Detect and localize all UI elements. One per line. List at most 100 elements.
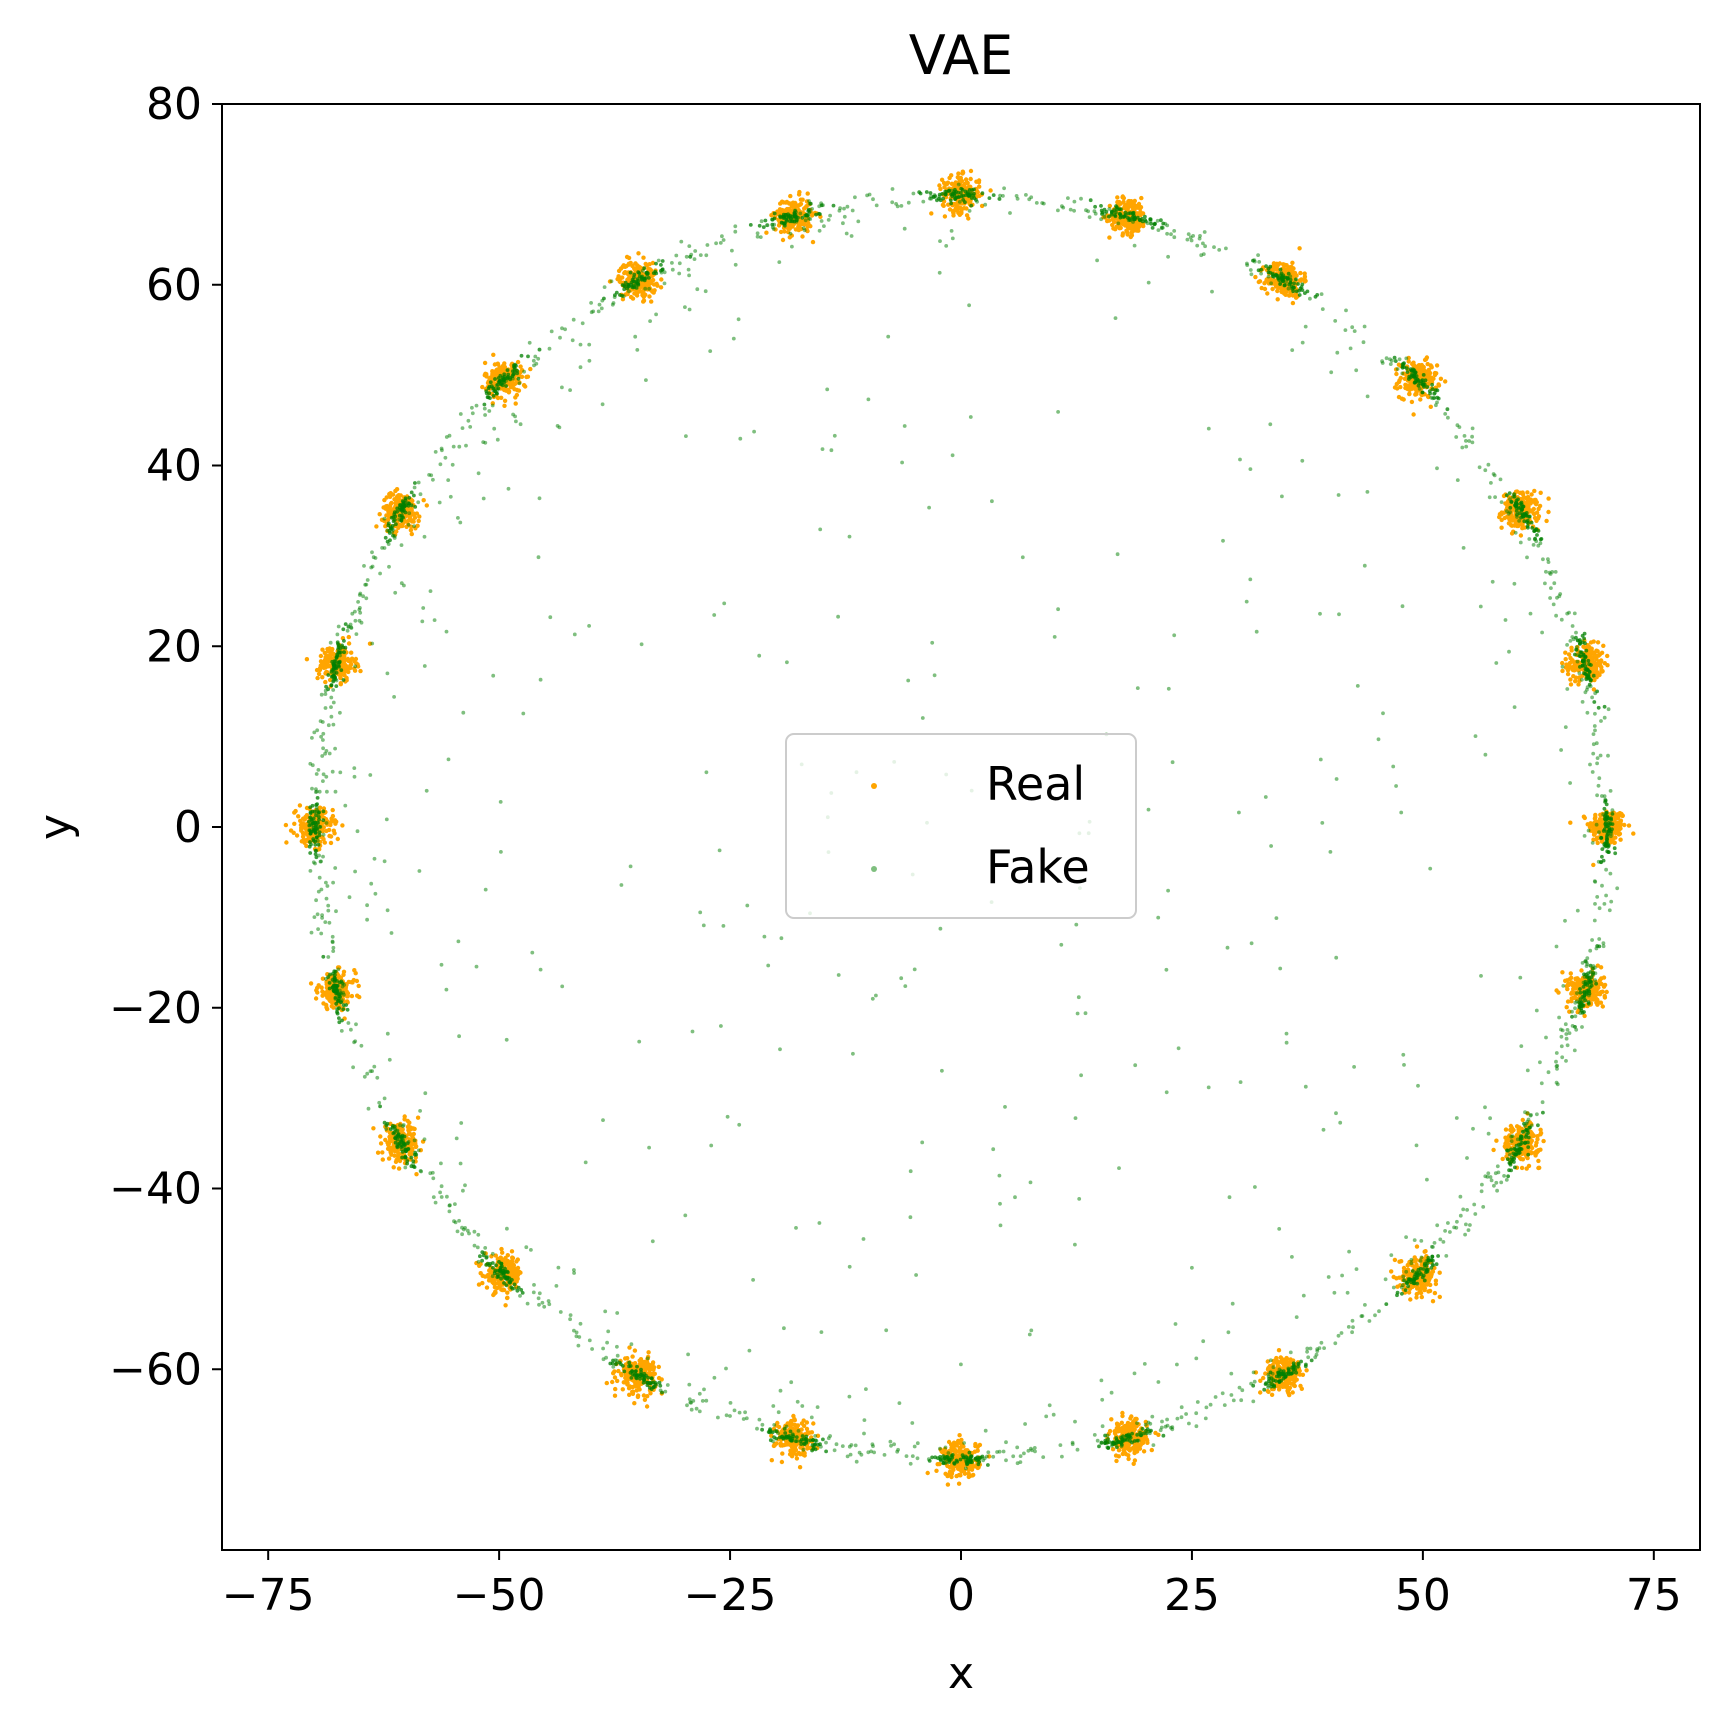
fake-point (1573, 652, 1577, 657)
real-point (641, 298, 647, 303)
real-point (405, 1118, 410, 1124)
real-point (389, 500, 394, 506)
real-point (330, 813, 336, 819)
real-point (314, 667, 320, 673)
real-point (1112, 1431, 1118, 1436)
fake-point (1525, 524, 1530, 528)
real-point (633, 261, 638, 266)
fake-point (1582, 636, 1586, 641)
real-point (656, 1364, 661, 1370)
real-point (1299, 277, 1304, 282)
fake-point (1580, 663, 1585, 668)
real-point (323, 679, 328, 685)
real-point (644, 281, 649, 286)
real-point (647, 262, 652, 267)
real-point (636, 265, 641, 270)
real-point (1401, 397, 1406, 402)
real-point (1507, 517, 1512, 522)
real-point (617, 279, 622, 284)
real-point (1127, 1448, 1133, 1453)
real-point (956, 1481, 962, 1486)
real-point (651, 290, 656, 295)
real-point (1569, 648, 1574, 653)
real-point (1422, 1287, 1427, 1293)
real-point (1421, 364, 1426, 370)
real-point (1122, 1450, 1127, 1455)
real-point (1600, 1004, 1606, 1009)
real-point (784, 1442, 789, 1447)
real-point (1573, 679, 1578, 684)
real-point (1502, 515, 1508, 521)
fake-point (1529, 520, 1534, 525)
fake-point (1609, 817, 1613, 822)
real-point (1509, 513, 1514, 518)
real-point (963, 177, 969, 182)
real-point (385, 1146, 391, 1152)
real-point (1120, 231, 1126, 236)
real-point (298, 818, 303, 823)
real-point (1568, 820, 1573, 825)
real-point (1536, 1158, 1541, 1164)
fake-point (1527, 514, 1532, 519)
real-point (374, 524, 379, 529)
real-point (1426, 1289, 1431, 1294)
real-point (495, 395, 501, 401)
real-point (320, 675, 325, 680)
real-point (380, 1157, 385, 1162)
real-point (946, 1439, 952, 1445)
real-point (408, 528, 414, 533)
real-point (358, 668, 363, 674)
real-point (1564, 1005, 1569, 1010)
real-point (659, 277, 664, 282)
real-point (1600, 989, 1605, 994)
fake-point (1605, 830, 1609, 834)
real-point (297, 803, 303, 808)
real-point (616, 1368, 621, 1374)
real-point (620, 1387, 625, 1392)
real-point (618, 266, 624, 271)
fake-point (1605, 837, 1609, 842)
real-point (1109, 1417, 1114, 1422)
real-point (1601, 975, 1607, 980)
real-point (1533, 1153, 1538, 1158)
real-point (1565, 999, 1571, 1004)
real-point (1529, 492, 1534, 497)
real-point (810, 239, 816, 245)
real-point (1565, 982, 1571, 987)
real-point (509, 1260, 514, 1265)
real-point (416, 518, 421, 524)
real-point (484, 372, 489, 377)
real-point (499, 1246, 504, 1252)
real-point (1270, 286, 1275, 292)
real-point (476, 1282, 482, 1287)
real-point (1532, 488, 1537, 494)
real-point (1141, 1449, 1147, 1454)
real-point (1517, 522, 1523, 527)
real-point (1131, 206, 1136, 211)
real-point (288, 828, 294, 833)
real-point (951, 213, 956, 218)
real-point (1129, 230, 1134, 235)
real-point (501, 366, 506, 371)
real-point (349, 656, 355, 661)
fake-point (1608, 821, 1613, 826)
real-point (338, 681, 343, 686)
real-point (805, 1430, 810, 1435)
real-point (1297, 246, 1302, 251)
real-point (1541, 1138, 1546, 1144)
real-point (1283, 1362, 1288, 1367)
real-point (1594, 648, 1599, 653)
real-point (1595, 840, 1600, 846)
real-point (1124, 1442, 1129, 1448)
real-point (612, 1369, 617, 1374)
real-point (1518, 1156, 1524, 1162)
real-point (800, 234, 805, 239)
real-point (1615, 820, 1621, 826)
real-point (640, 1359, 645, 1365)
real-point (1129, 199, 1134, 204)
fake-point (1525, 520, 1529, 524)
real-point (1406, 359, 1411, 364)
real-point (1394, 1276, 1399, 1281)
real-point (788, 201, 793, 206)
real-point (349, 650, 354, 655)
